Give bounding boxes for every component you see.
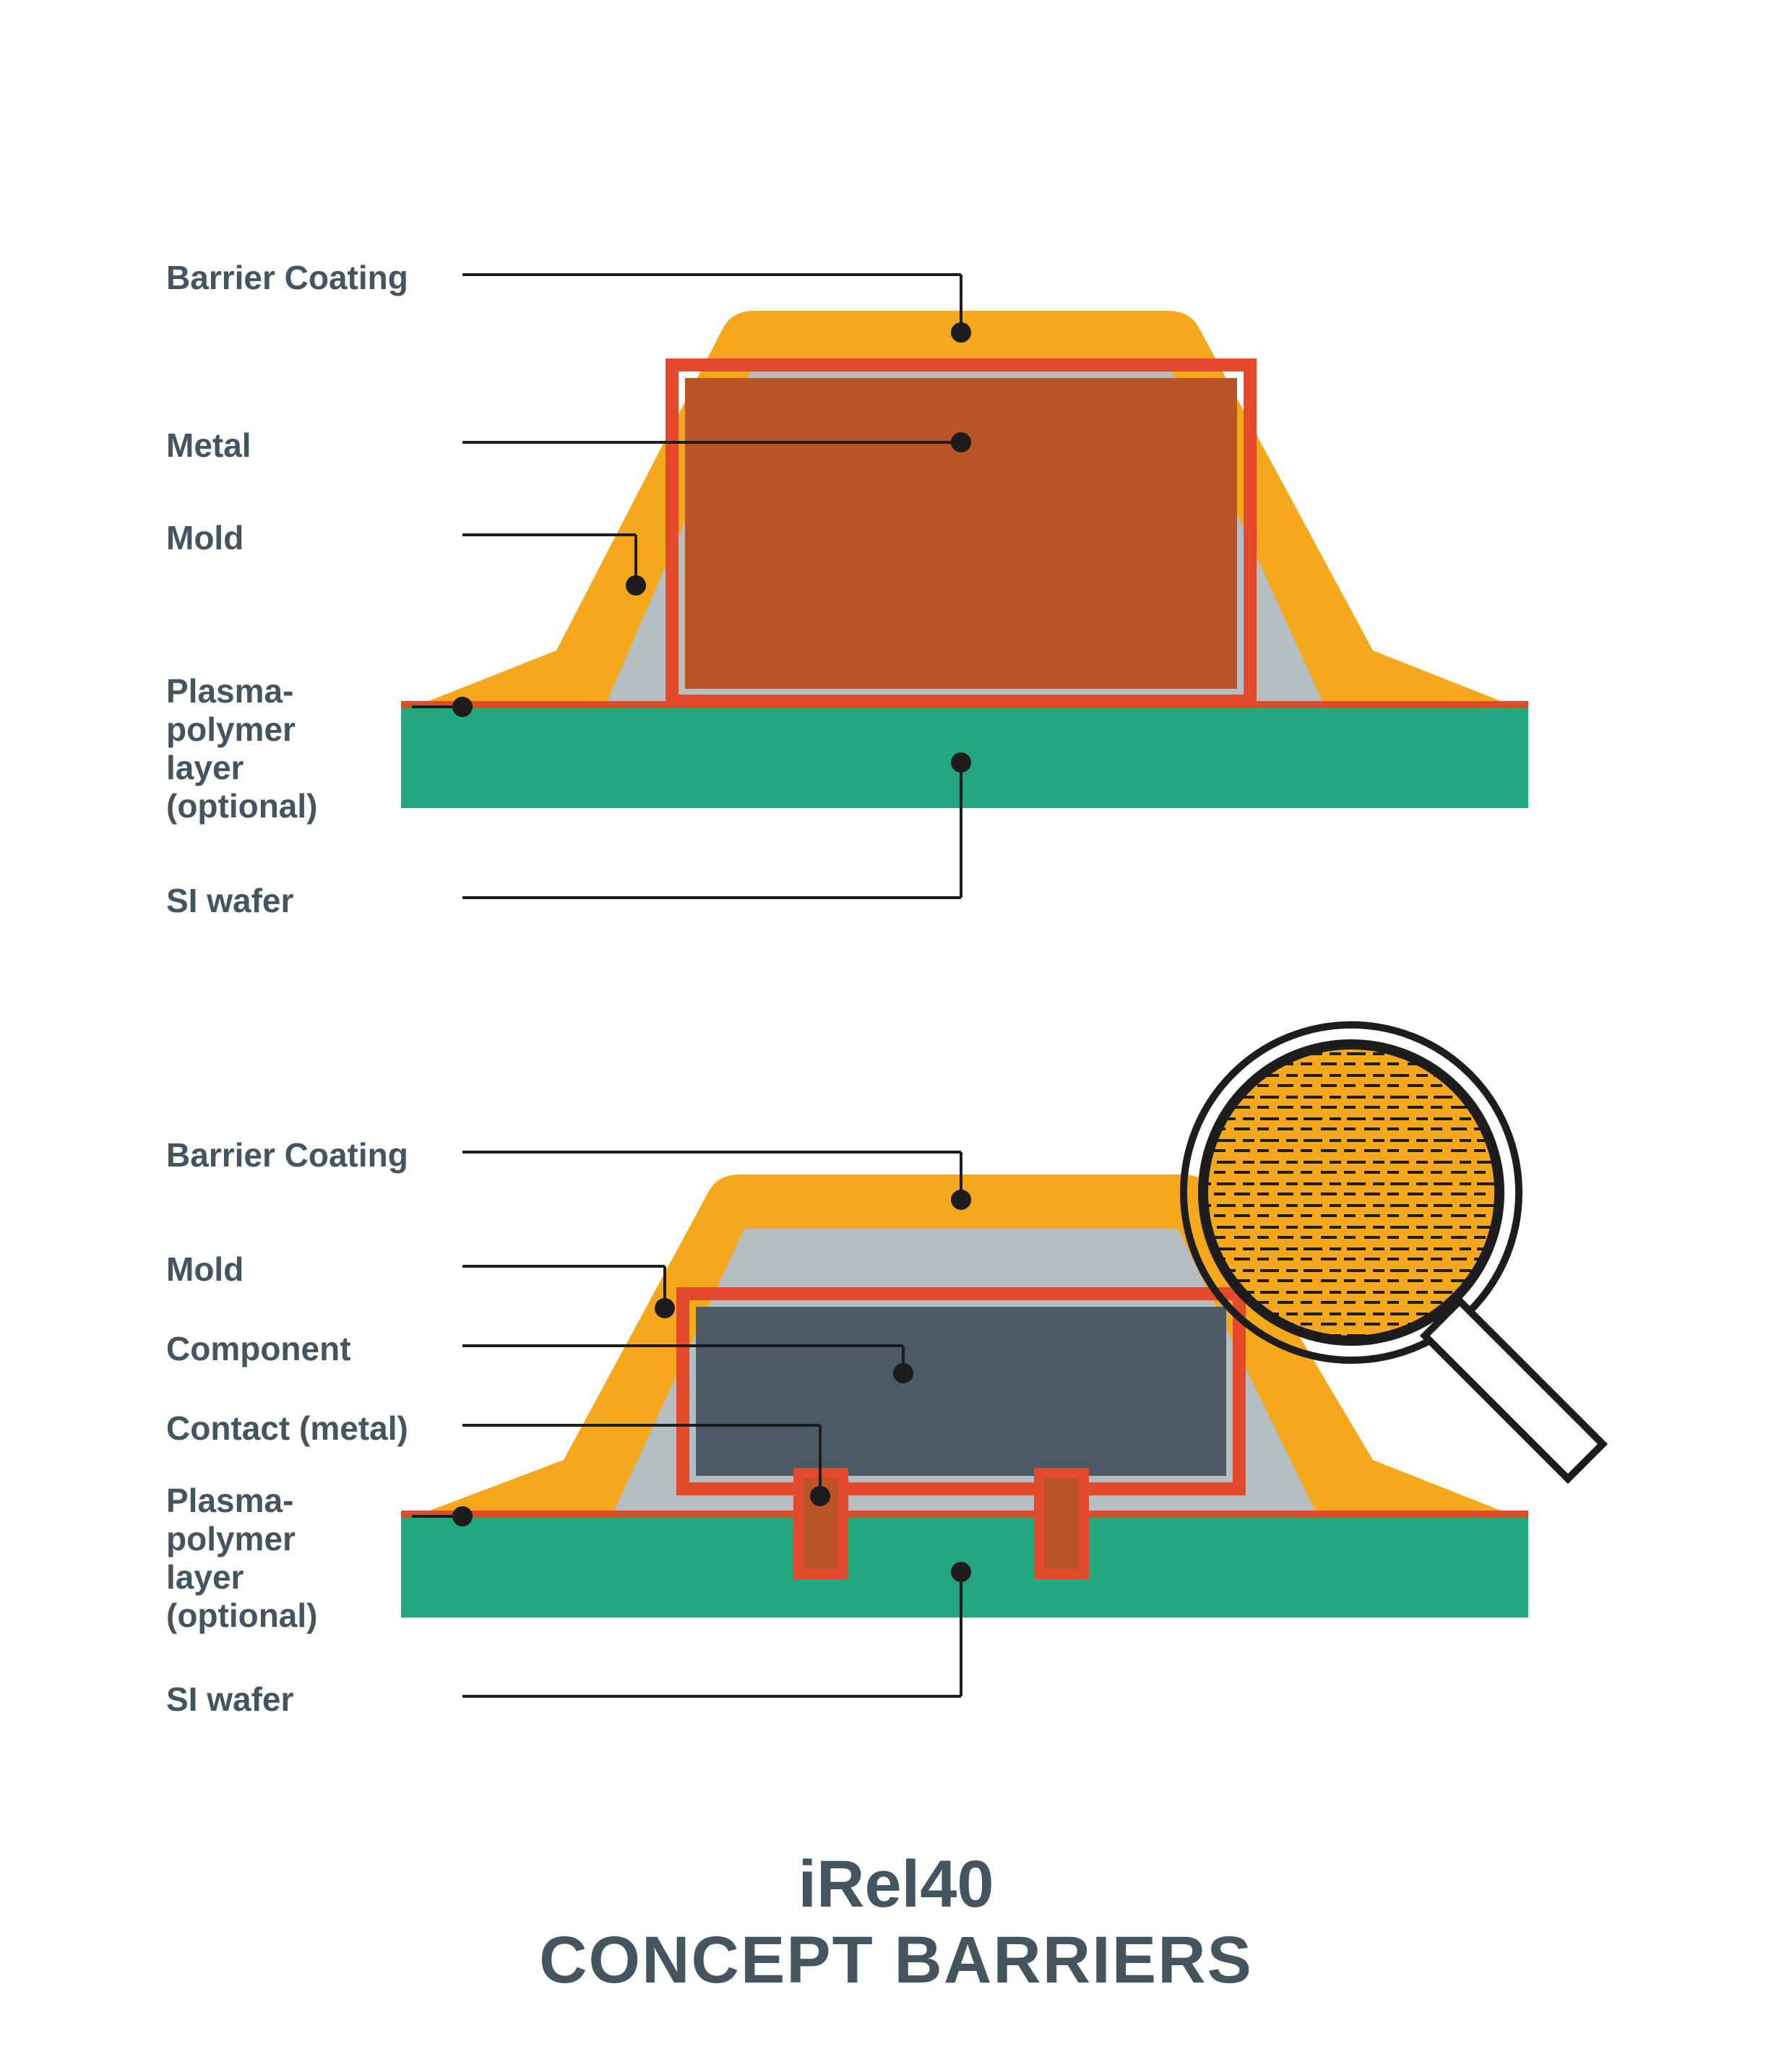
- label-barrier-1: Barrier Coating: [166, 259, 408, 297]
- leader-mold-2: [462, 1266, 673, 1317]
- label-contact-2: Contact (metal): [166, 1409, 408, 1448]
- page-title-line2: CONCEPT BARRIERS: [0, 1923, 1792, 1999]
- label-plasma-2: Plasma- polymer layer (optional): [166, 1482, 318, 1635]
- label-component-2: Component: [166, 1330, 351, 1368]
- label-mold-1: Mold: [166, 519, 244, 557]
- contact-right: [1039, 1473, 1084, 1574]
- diagram-svg: [0, 0, 1792, 2049]
- diagram-bottom: [401, 1025, 1603, 1696]
- page-title-line1: iRel40: [0, 1847, 1792, 1923]
- label-mold-2: Mold: [166, 1250, 244, 1289]
- label-metal-1: Metal: [166, 426, 251, 465]
- label-wafer-2: SI wafer: [166, 1680, 293, 1719]
- label-plasma-1: Plasma- polymer layer (optional): [166, 672, 318, 825]
- label-barrier-2: Barrier Coating: [166, 1136, 408, 1174]
- label-wafer-1: SI wafer: [166, 882, 293, 920]
- diagram-canvas: Barrier Coating Metal Mold Plasma- polym…: [0, 0, 1792, 2049]
- diagram-top: [401, 275, 1528, 898]
- component-fill: [696, 1307, 1226, 1476]
- metal-fill: [685, 378, 1237, 689]
